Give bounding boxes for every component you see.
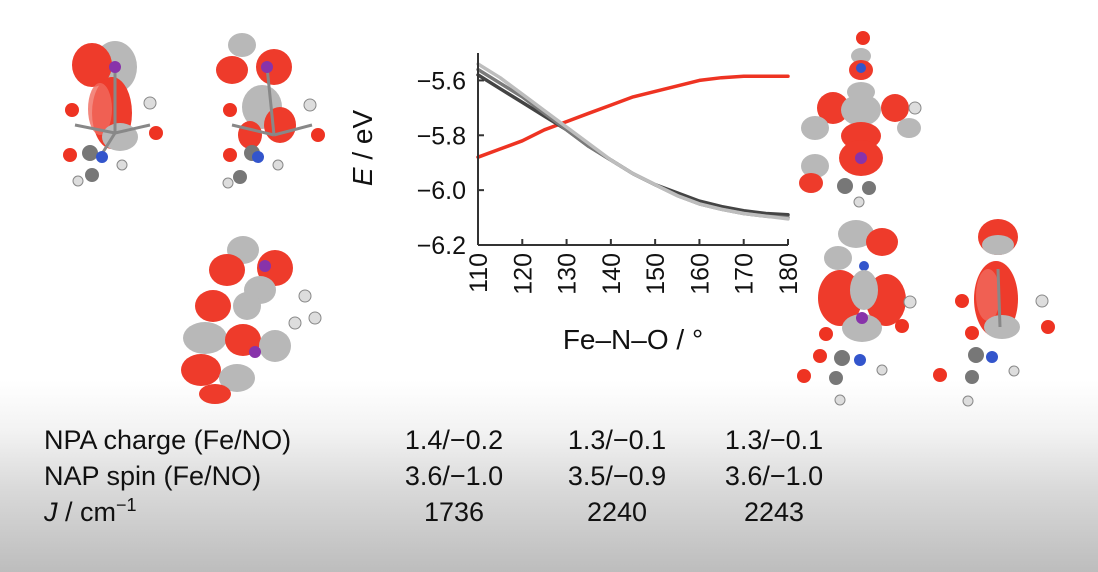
y-axis-title: E / eV xyxy=(347,110,378,187)
svg-text:E / eV: E / eV xyxy=(347,110,378,187)
cell: 1.3/−0.1 xyxy=(567,425,667,455)
cell: 1736 xyxy=(423,497,485,527)
y-tick-label: −6.0 xyxy=(417,177,466,205)
y-tick-label: −5.6 xyxy=(417,67,466,95)
orbital-illustration-top-left-2 xyxy=(216,33,325,189)
orbital-illustration-middle-left xyxy=(181,236,322,404)
x-axis-title: Fe–N–O / ° xyxy=(563,324,703,355)
series-line-1 xyxy=(476,74,790,159)
x-axis-ticks: 110 120 130 140 150 160 170 180 xyxy=(465,239,800,295)
x-tick-label: 160 xyxy=(686,253,714,295)
orbital-illustration-top-left-1 xyxy=(63,41,163,187)
cell: 3.6/−1.0 xyxy=(724,461,824,491)
orbital-illustration-top-right xyxy=(799,31,922,208)
cell: 1.3/−0.1 xyxy=(724,425,824,455)
series-line-4 xyxy=(476,62,790,221)
row-label: NAP spin (Fe/NO) xyxy=(44,461,262,491)
x-tick-label: 170 xyxy=(731,253,759,295)
cell: 2240 xyxy=(586,497,648,527)
y-axis-ticks: −5.6 −5.8 −6.0 −6.2 xyxy=(417,67,484,260)
orbital-illustration-bottom-right-1 xyxy=(797,220,917,406)
orbital-illustration-bottom-right-2 xyxy=(933,219,1055,407)
energy-line-chart: E / eV −5.6−5.8−6.0−6.2 110 120 130 140 150 1… xyxy=(347,53,800,355)
row-label: J / cm−1 xyxy=(44,495,137,527)
cell: 3.6/−1.0 xyxy=(404,461,504,491)
series-line-3 xyxy=(476,67,790,220)
cell: 1.4/−0.2 xyxy=(404,425,504,455)
row-label: NPA charge (Fe/NO) xyxy=(44,425,292,455)
y-tick-label: −5.8 xyxy=(417,122,466,150)
x-tick-label: 110 xyxy=(465,253,493,293)
series-lines xyxy=(476,62,790,221)
x-tick-label: 120 xyxy=(509,253,537,295)
x-tick-label: 150 xyxy=(642,253,670,295)
y-tick-label: −6.2 xyxy=(417,232,466,260)
x-tick-label: 140 xyxy=(598,253,626,295)
x-tick-label: 180 xyxy=(775,253,800,295)
x-tick-label: 130 xyxy=(554,253,582,295)
cell: 3.5/−0.9 xyxy=(567,461,667,491)
cell: 2243 xyxy=(743,497,805,527)
